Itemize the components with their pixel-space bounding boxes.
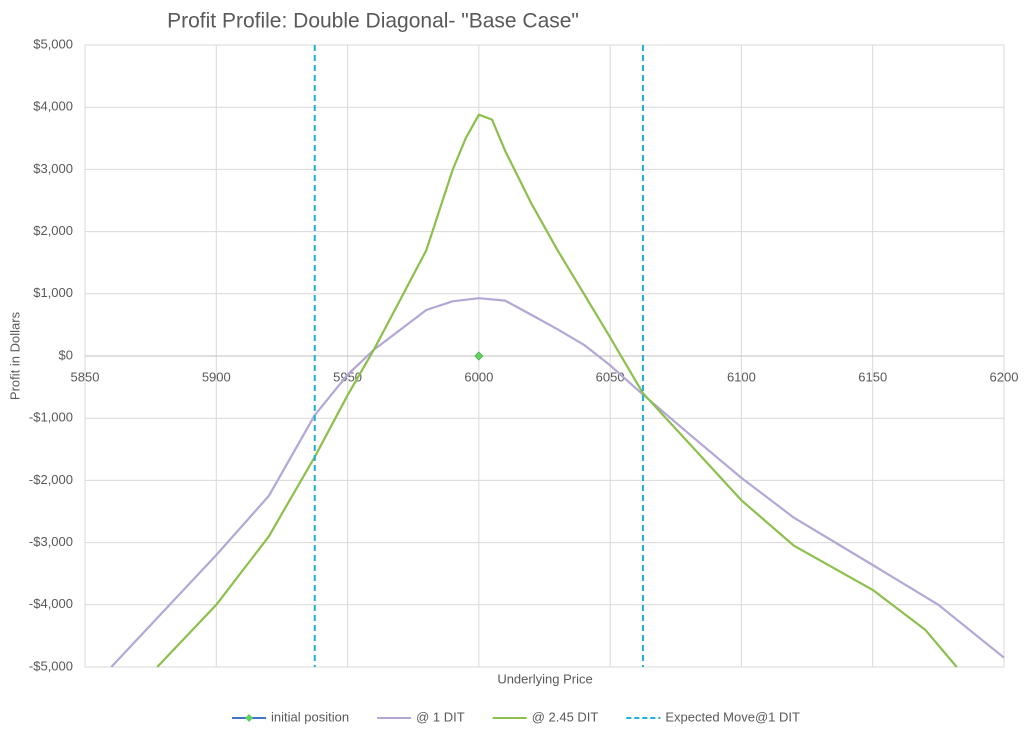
legend-item: @ 1 DIT bbox=[377, 709, 465, 724]
y-tick-label: -$5,000 bbox=[29, 658, 73, 673]
legend-item: @ 2.45 DIT bbox=[492, 709, 599, 724]
x-tick-label: 6200 bbox=[990, 369, 1019, 384]
y-tick-label: -$3,000 bbox=[29, 534, 73, 549]
y-tick-label: $5,000 bbox=[33, 36, 73, 51]
legend-item: Expected Move@1 DIT bbox=[626, 709, 800, 724]
legend: initial position @ 1 DIT @ 2.45 DIT Expecte… bbox=[232, 709, 800, 724]
y-tick-label: $0 bbox=[59, 347, 73, 362]
x-tick-label: 5900 bbox=[202, 369, 231, 384]
legend-label: Expected Move@1 DIT bbox=[665, 709, 800, 724]
legend-label: @ 2.45 DIT bbox=[532, 709, 599, 724]
y-tick-label: $4,000 bbox=[33, 99, 73, 114]
chart-title: Profit Profile: Double Diagonal- "Base C… bbox=[167, 10, 579, 33]
legend-marker bbox=[245, 714, 254, 722]
x-tick-label: 6100 bbox=[727, 369, 756, 384]
legend-label: initial position bbox=[271, 709, 349, 724]
legend-label: @ 1 DIT bbox=[416, 709, 465, 724]
y-tick-label: $1,000 bbox=[33, 285, 73, 300]
series-line bbox=[156, 113, 958, 668]
series-line bbox=[110, 297, 1005, 668]
legend-item: initial position bbox=[232, 709, 349, 724]
y-tick-label: $3,000 bbox=[33, 161, 73, 176]
y-tick-label: -$2,000 bbox=[29, 472, 73, 487]
y-axis-title: Profit in Dollars bbox=[7, 311, 22, 400]
x-axis-title: Underlying Price bbox=[497, 671, 592, 686]
x-tick-label: 6050 bbox=[596, 369, 625, 384]
marker bbox=[474, 351, 484, 361]
y-tick-label: -$4,000 bbox=[29, 596, 73, 611]
x-tick-label: 5850 bbox=[71, 369, 100, 384]
x-tick-label: 6000 bbox=[464, 369, 493, 384]
x-tick-label: 6150 bbox=[858, 369, 887, 384]
y-tick-label: -$1,000 bbox=[29, 410, 73, 425]
y-tick-label: $2,000 bbox=[33, 223, 73, 238]
